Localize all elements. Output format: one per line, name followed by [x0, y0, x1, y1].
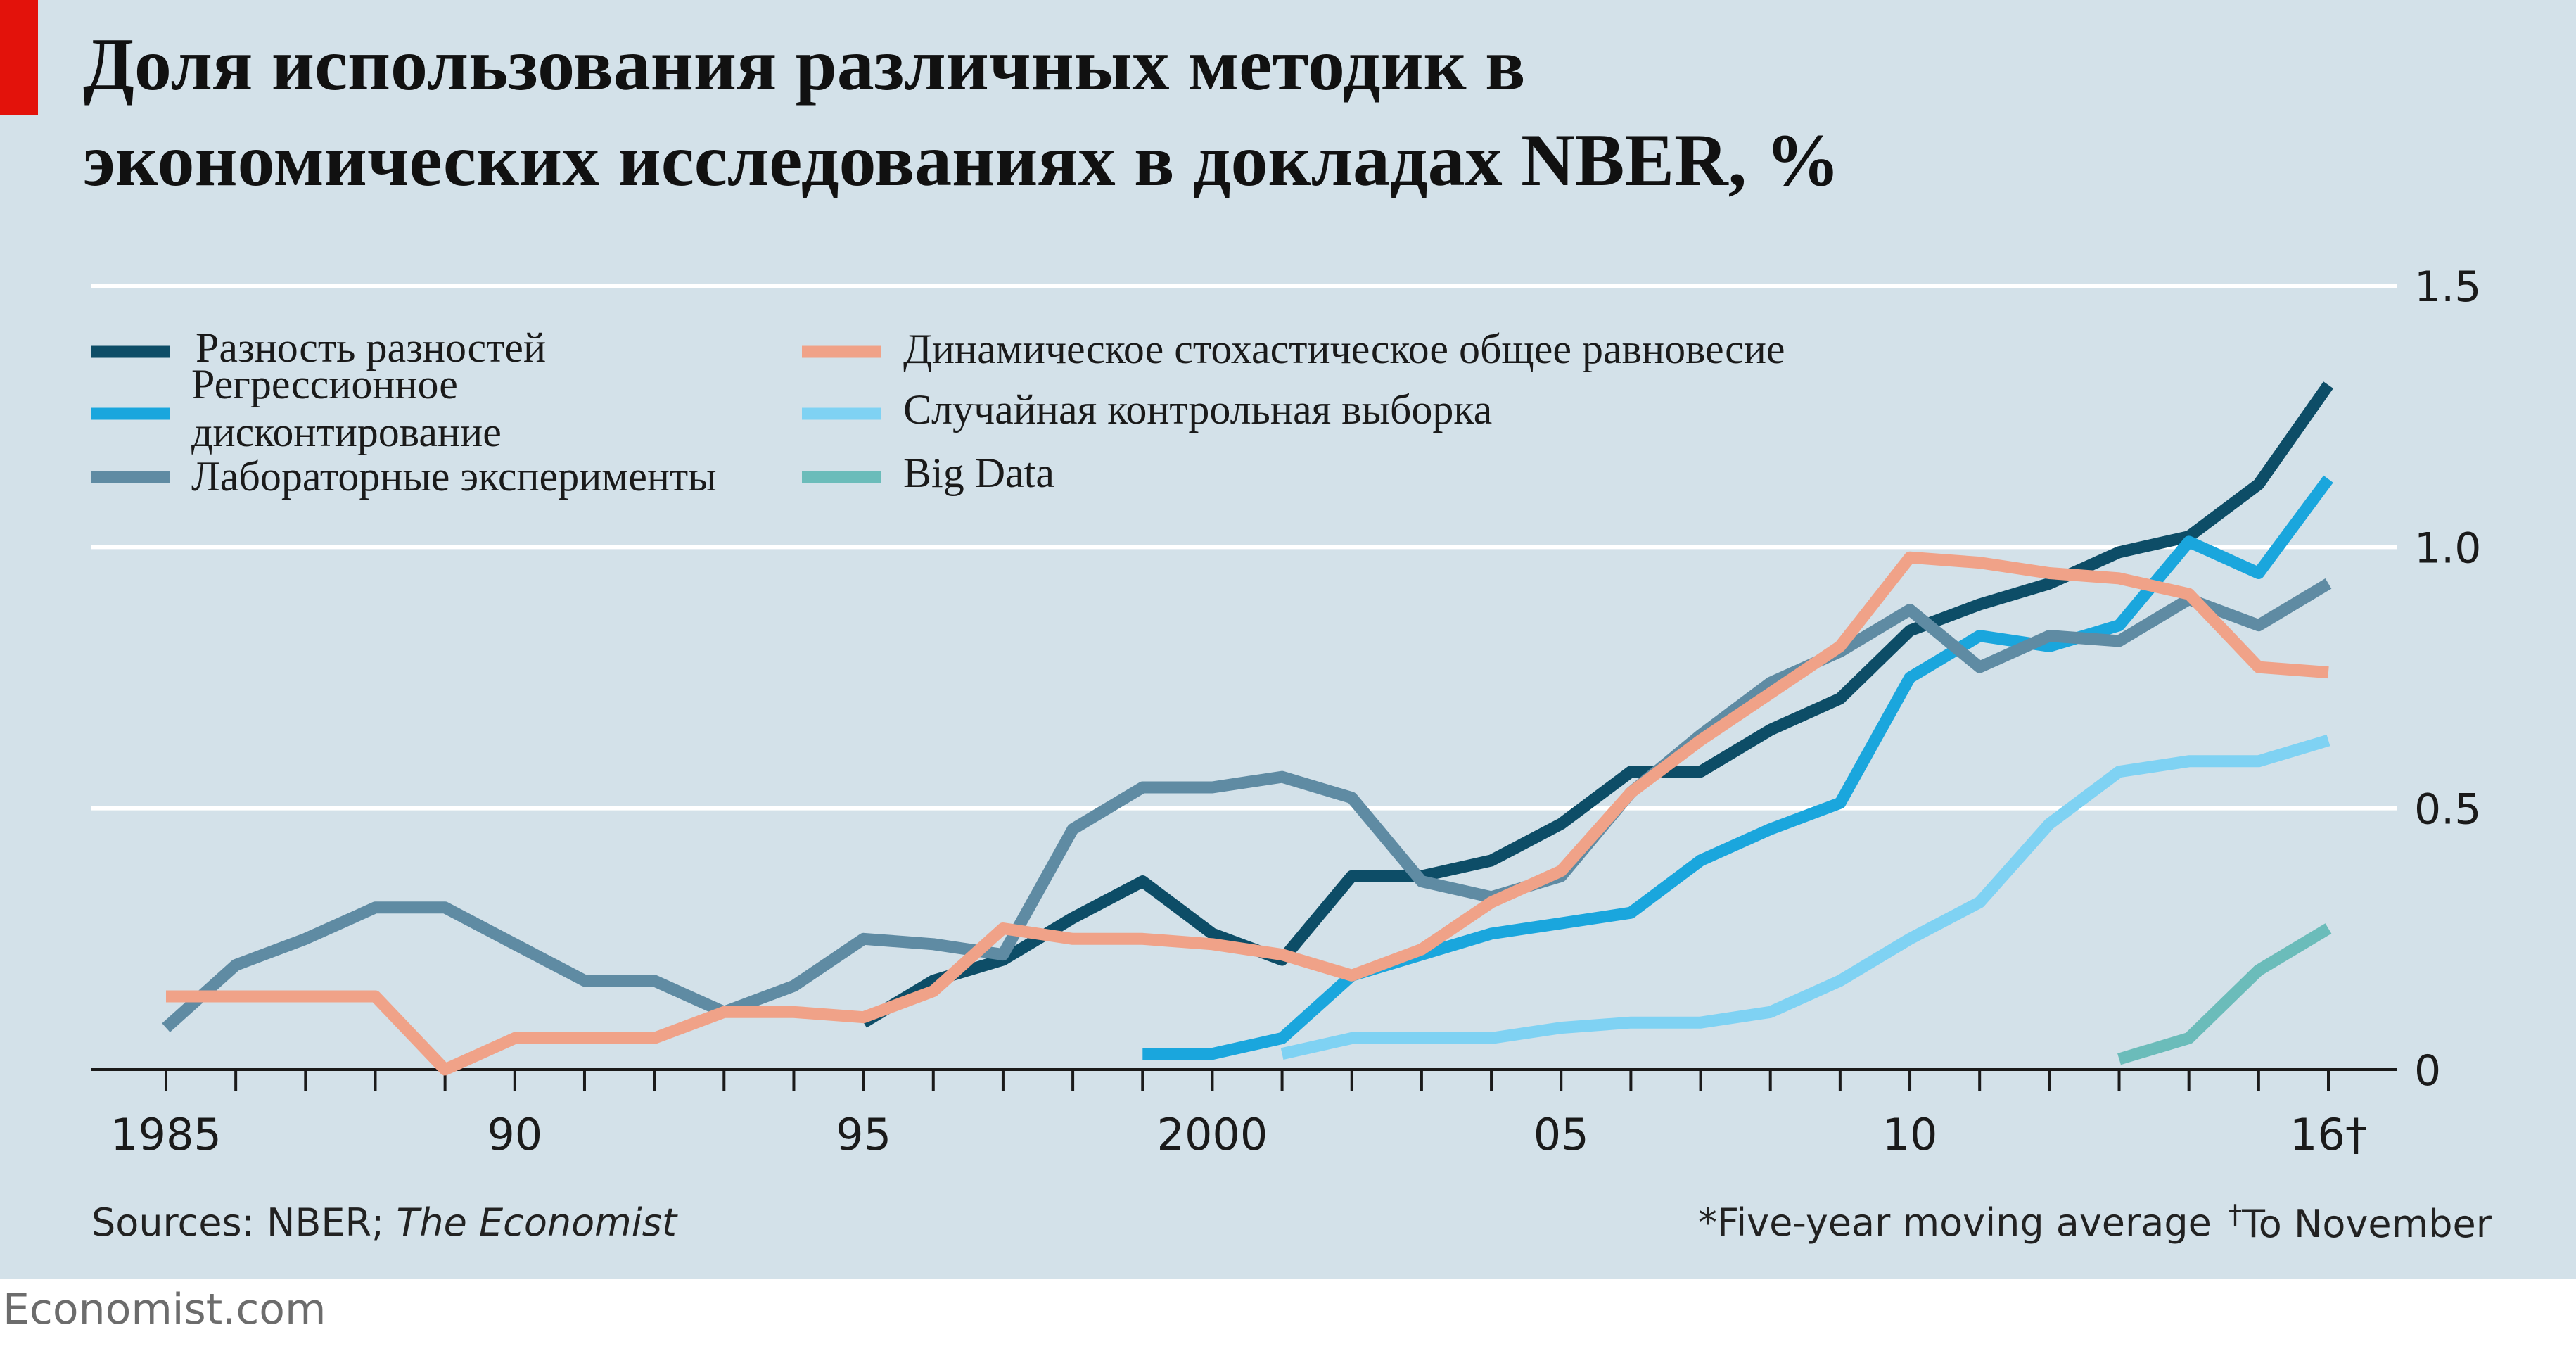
sources-note: Sources: NBER; The Economist	[91, 1200, 677, 1245]
legend-layer: Разность разностейРегрессионноедисконтир…	[91, 324, 1785, 500]
chart-title-line-2: экономических исследованиях в докладах N…	[83, 119, 1840, 201]
x-tick-label-6: 16†	[2290, 1109, 2367, 1160]
series-line-3	[166, 551, 2329, 1076]
y-tick-label-1: 0.5	[2414, 785, 2481, 835]
to-november-text: To November	[2242, 1202, 2492, 1246]
series-layer	[162, 381, 2333, 1076]
moving-average-note: *Five-year moving average	[1698, 1200, 2212, 1245]
x-tick-label-1: 90	[487, 1109, 542, 1160]
legend-label-0: Разность разностей	[196, 324, 546, 371]
economist-red-tag	[0, 0, 38, 115]
legend-label-2: Лабораторные эксперименты	[191, 453, 717, 500]
legend-label-5: Big Data	[903, 450, 1054, 496]
legend-label-3: Динамическое стохастическое общее равнов…	[903, 326, 1785, 372]
series-line-4	[1280, 734, 2330, 1060]
chart-panel	[0, 0, 2576, 1279]
to-november-note: †To November	[2229, 1199, 2492, 1246]
series-line-1	[1142, 475, 2333, 1060]
series-line-5	[2117, 923, 2332, 1065]
series-line-0	[860, 381, 2333, 1028]
x-tick-label-5: 10	[1882, 1109, 1938, 1160]
y-tick-label-0: 0	[2414, 1046, 2441, 1096]
x-tick-label-2: 95	[836, 1109, 891, 1160]
x-tick-label-3: 2000	[1157, 1109, 1268, 1160]
economist-credit[interactable]: Economist.com	[3, 1285, 326, 1334]
grid-layer	[91, 284, 2397, 811]
legend-label-1-line1: Регрессионное	[191, 361, 458, 407]
chart-title: Доля использования различных методик в э…	[83, 17, 2334, 208]
axis-layer: 0 0.5 1.0 1.5 1985 90 95 2000 05 10 16†	[91, 262, 2481, 1160]
sources-publication: The Economist	[396, 1200, 677, 1245]
series-line-2	[162, 578, 2332, 1032]
chart-title-line-1: Доля использования различных методик в	[83, 23, 1526, 106]
legend-label-4: Случайная контрольная выборка	[903, 386, 1492, 433]
y-tick-label-3: 1.5	[2414, 262, 2481, 312]
dagger-mark: †	[2229, 1199, 2242, 1230]
sources-prefix: Sources: NBER;	[91, 1200, 397, 1245]
y-tick-label-2: 1.0	[2414, 524, 2481, 573]
legend-label-1-line2: дисконтирование	[191, 409, 502, 455]
x-tick-label-0: 1985	[110, 1109, 222, 1160]
x-tick-label-4: 05	[1534, 1109, 1589, 1160]
line-chart: 0 0.5 1.0 1.5 1985 90 95 2000 05 10 16† Разность р…	[91, 262, 2481, 1160]
